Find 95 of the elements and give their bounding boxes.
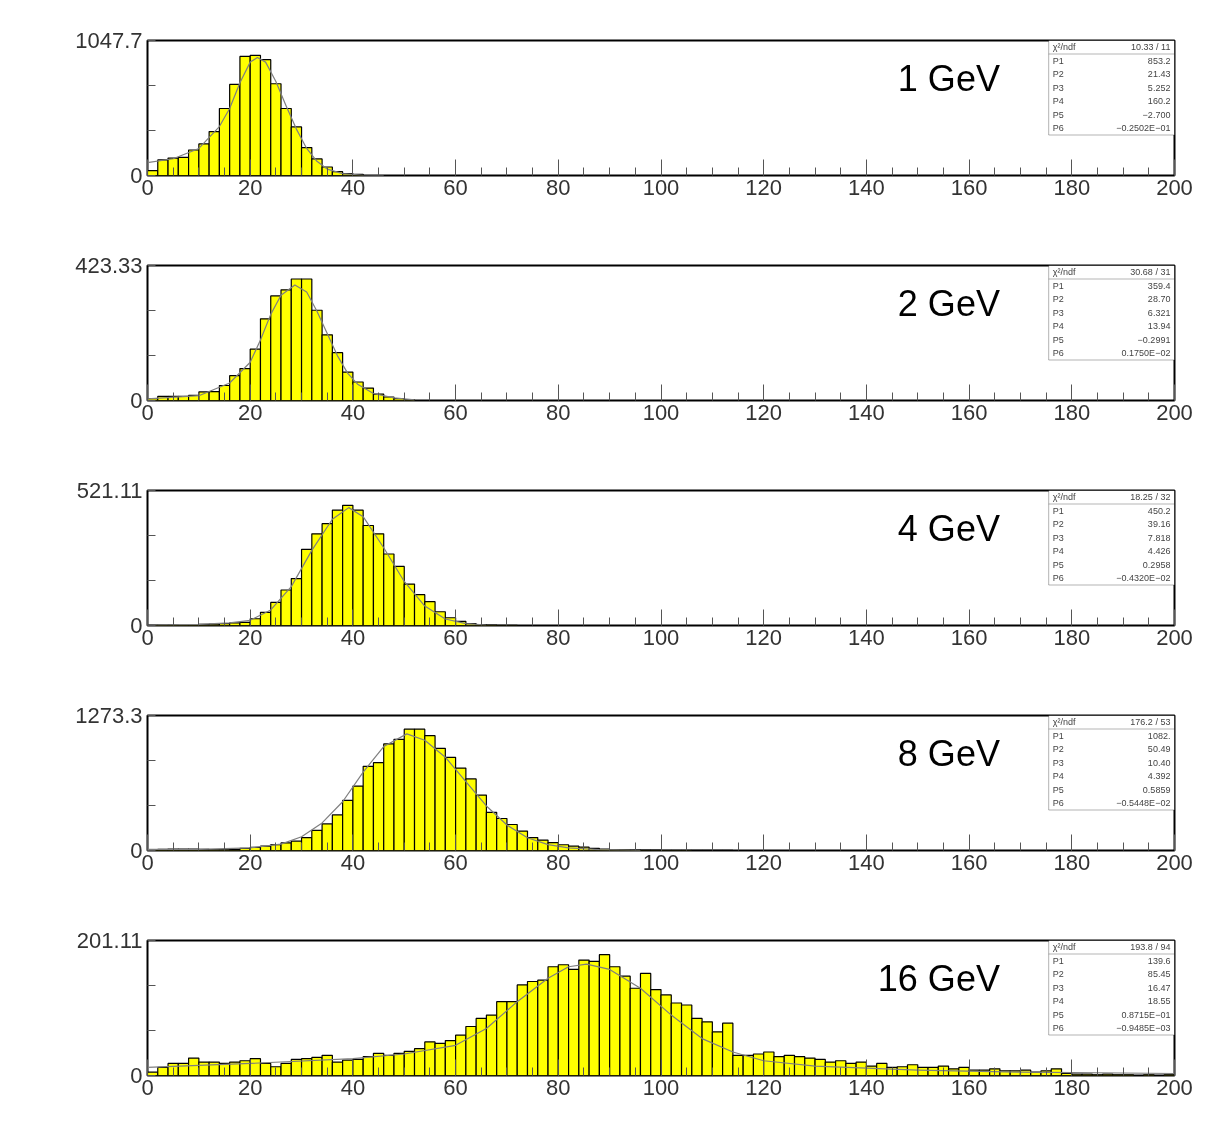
x-tick-label: 180 xyxy=(1053,624,1091,650)
annotation: 1 GeV xyxy=(897,57,1000,99)
text: P3 6.321 xyxy=(1052,307,1171,318)
x-tick-label: 100 xyxy=(642,174,680,200)
text: χ²/ndf 176.2 / 53 xyxy=(1052,717,1171,728)
text: P5 0.5859 xyxy=(1052,784,1171,795)
y-tick-label: 1047.7 xyxy=(75,28,143,53)
x-tick-label: 80 xyxy=(546,1074,571,1100)
text: P1 1082. xyxy=(1052,730,1171,741)
x-tick-label: 200 xyxy=(1156,399,1193,425)
x-tick-label: 120 xyxy=(745,1074,783,1100)
x-tick-label: 160 xyxy=(950,1074,988,1100)
x-tick-label: 140 xyxy=(848,174,885,200)
x-tick-label: 80 xyxy=(546,624,571,650)
text: P2 85.45 xyxy=(1052,969,1171,980)
text: P6 −0.9485E−03 xyxy=(1052,1023,1171,1034)
text: P5 0.8715E−01 xyxy=(1052,1009,1171,1020)
x-tick-label: 140 xyxy=(848,399,885,425)
text: P4 160.2 xyxy=(1052,96,1171,107)
text: P3 16.47 xyxy=(1052,982,1171,993)
x-tick-label: 60 xyxy=(443,399,468,425)
x-tick-label: 160 xyxy=(950,399,988,425)
text: χ²/ndf 10.33 / 11 xyxy=(1052,42,1171,53)
x-tick-label: 180 xyxy=(1053,849,1091,875)
x-tick-label: 160 xyxy=(950,849,988,875)
y-tick-label: 521.11 xyxy=(76,478,143,503)
x-tick-label: 120 xyxy=(745,174,783,200)
x-tick-label: 20 xyxy=(237,399,263,425)
text: P1 853.2 xyxy=(1052,55,1171,66)
x-tick-label: 140 xyxy=(848,1074,885,1100)
text: P3 7.818 xyxy=(1052,532,1171,543)
x-tick-label: 20 xyxy=(237,174,263,200)
text: P6 −0.4320E−02 xyxy=(1052,573,1171,584)
text: P3 5.252 xyxy=(1052,82,1171,93)
text: χ²/ndf 193.8 / 94 xyxy=(1052,942,1171,953)
x-tick-label: 40 xyxy=(340,399,366,425)
x-tick-label: 200 xyxy=(1156,1074,1193,1100)
text: P2 28.70 xyxy=(1052,294,1171,305)
text: P6 0.1750E−02 xyxy=(1052,348,1171,359)
y-tick-label: 423.33 xyxy=(75,253,143,278)
x-tick-label: 200 xyxy=(1156,624,1193,650)
x-tick-label: 40 xyxy=(340,849,366,875)
x-tick-label: 40 xyxy=(340,174,366,200)
text: P2 50.49 xyxy=(1052,744,1171,755)
x-tick-label: 120 xyxy=(745,624,783,650)
text: P2 39.16 xyxy=(1052,519,1171,530)
x-tick-label: 20 xyxy=(237,849,263,875)
text: P1 450.2 xyxy=(1052,505,1171,516)
text: P4 13.94 xyxy=(1052,321,1171,332)
x-tick-label: 160 xyxy=(950,624,988,650)
y-tick-label: 201.11 xyxy=(76,928,143,953)
text: P4 4.392 xyxy=(1052,771,1171,782)
annotation: 4 GeV xyxy=(897,507,1000,549)
text: χ²/ndf 30.68 / 31 xyxy=(1052,267,1171,278)
x-tick-label: 180 xyxy=(1053,1074,1091,1100)
x-tick-label: 100 xyxy=(642,849,680,875)
text: P5 0.2958 xyxy=(1052,559,1171,570)
x-tick-label: 20 xyxy=(237,624,263,650)
x-tick-label: 20 xyxy=(237,1074,263,1100)
x-tick-label: 40 xyxy=(340,1074,366,1100)
y-tick-label: 1273.3 xyxy=(75,703,143,728)
text: P4 4.426 xyxy=(1052,546,1171,557)
text: P2 21.43 xyxy=(1052,69,1171,80)
text: P5 −2.700 xyxy=(1052,109,1171,120)
text: P1 359.4 xyxy=(1052,280,1171,291)
x-tick-label: 80 xyxy=(546,849,571,875)
text: P3 10.40 xyxy=(1052,757,1171,768)
annotation: 16 GeV xyxy=(877,957,1000,999)
x-tick-label: 60 xyxy=(443,174,468,200)
x-tick-label: 120 xyxy=(745,849,783,875)
text: P4 18.55 xyxy=(1052,996,1171,1007)
text: P6 −0.2502E−01 xyxy=(1052,123,1171,134)
text: χ²/ndf 18.25 / 32 xyxy=(1052,492,1171,503)
annotation: 2 GeV xyxy=(897,282,1000,324)
text: P1 139.6 xyxy=(1052,955,1171,966)
x-tick-label: 100 xyxy=(642,624,680,650)
annotation: 8 GeV xyxy=(897,732,1000,774)
x-tick-label: 100 xyxy=(642,399,680,425)
x-tick-label: 180 xyxy=(1053,174,1091,200)
x-tick-label: 120 xyxy=(745,399,783,425)
x-tick-label: 140 xyxy=(848,849,885,875)
x-tick-label: 60 xyxy=(443,849,468,875)
x-tick-label: 60 xyxy=(443,1074,468,1100)
x-tick-label: 80 xyxy=(546,174,571,200)
text: P5 −0.2991 xyxy=(1052,334,1171,345)
x-tick-label: 80 xyxy=(546,399,571,425)
x-tick-label: 40 xyxy=(340,624,366,650)
x-tick-label: 200 xyxy=(1156,849,1193,875)
x-tick-label: 140 xyxy=(848,624,885,650)
text: P6 −0.5448E−02 xyxy=(1052,798,1171,809)
x-tick-label: 160 xyxy=(950,174,988,200)
x-tick-label: 180 xyxy=(1053,399,1091,425)
x-tick-label: 100 xyxy=(642,1074,680,1100)
x-tick-label: 60 xyxy=(443,624,468,650)
x-tick-label: 200 xyxy=(1156,174,1193,200)
